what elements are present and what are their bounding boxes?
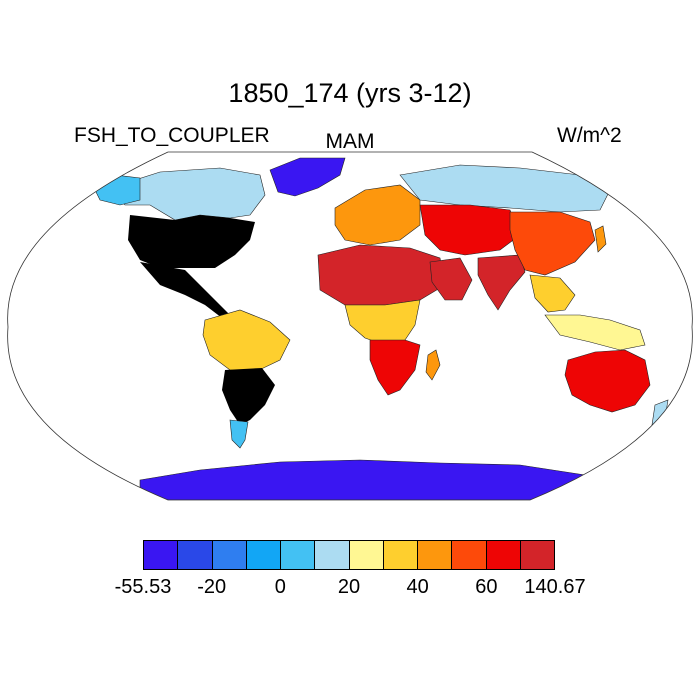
colorbar-tick-label: 140.67 — [524, 576, 586, 598]
units-label: W/m^2 — [557, 124, 622, 147]
region-australia — [564, 349, 651, 413]
region-siberia — [399, 164, 611, 213]
variable-label: FSH_TO_COUPLER — [74, 124, 270, 147]
colorbar-tick-label: -55.53 — [114, 576, 172, 598]
region-south-south-america — [222, 368, 275, 425]
region-alaska — [94, 174, 141, 206]
colorbar-bin-7 — [383, 541, 418, 569]
region-madagascar — [425, 349, 441, 381]
colorbar-bin-10 — [486, 541, 521, 569]
colorbar-bin-9 — [452, 541, 487, 569]
region-sahara — [317, 244, 446, 306]
region-europe — [334, 184, 421, 246]
region-southeast-asia — [529, 274, 576, 313]
colorbar-bin-3 — [246, 541, 281, 569]
region-india — [477, 254, 526, 311]
map-title: 1850_174 (yrs 3-12) — [228, 78, 472, 108]
colorbar-bin-8 — [418, 541, 453, 569]
season-label: MAM — [325, 130, 375, 153]
colorbar-bin-4 — [281, 541, 316, 569]
colorbar-bin-1 — [178, 541, 213, 569]
region-central-asia — [419, 204, 521, 256]
colorbar-bin-2 — [212, 541, 247, 569]
region-usa — [128, 215, 255, 268]
region-southern-africa — [369, 339, 421, 396]
colorbar-tick-label: 60 — [475, 576, 498, 598]
region-japan — [594, 225, 607, 253]
region-central-africa — [344, 299, 421, 346]
region-patagonia — [229, 419, 249, 449]
region-greenland — [269, 157, 346, 197]
region-central-america — [140, 262, 230, 318]
colorbar-tick-label: 20 — [337, 576, 361, 598]
region-indonesia — [544, 314, 646, 351]
region-china — [509, 211, 596, 276]
region-antarctica — [139, 459, 586, 500]
colorbar — [143, 540, 555, 570]
colorbar-bin-5 — [315, 541, 350, 569]
globe-outline — [7, 151, 693, 501]
colorbar-bin-11 — [520, 541, 554, 569]
colorbar-tick-label: -20 — [197, 576, 227, 598]
region-new-zealand — [651, 399, 669, 426]
colorbar-bin-6 — [349, 541, 384, 569]
region-amazon — [202, 309, 291, 373]
colorbar-tick-label: 40 — [406, 576, 429, 598]
colorbar-bin-0 — [144, 541, 179, 569]
region-canada — [109, 167, 266, 221]
region-arabia — [429, 257, 473, 301]
colorbar-tick-label: 0 — [274, 576, 286, 598]
